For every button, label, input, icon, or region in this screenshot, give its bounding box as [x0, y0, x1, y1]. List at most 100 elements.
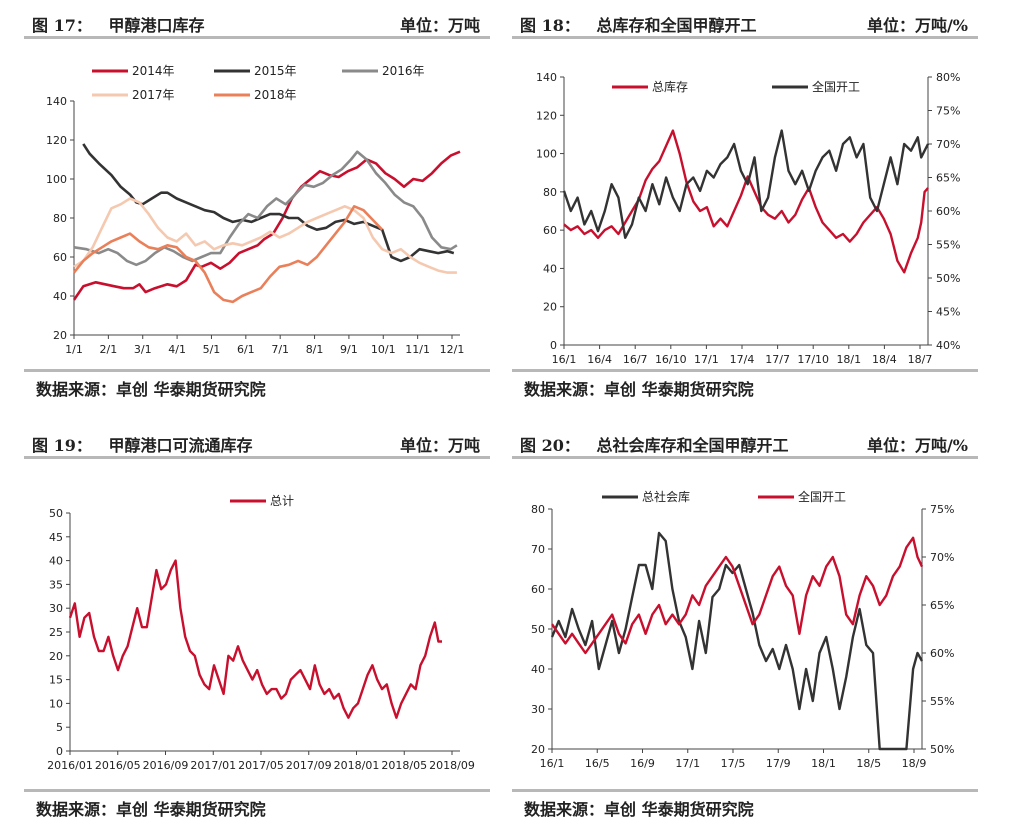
y-tick-label: 140	[46, 95, 67, 108]
y2-tick-label: 55%	[930, 695, 954, 708]
series-line	[551, 536, 924, 655]
x-tick-label: 17/1	[694, 353, 719, 366]
y2-tick-label: 60%	[930, 647, 954, 660]
y-tick-label: 60	[531, 583, 545, 596]
x-tick-label: 2016/05	[95, 759, 141, 772]
source-text: 数据来源：卓创 华泰期货研究院	[36, 380, 266, 399]
panel-unit: 单位：万吨	[399, 16, 480, 35]
x-tick-label: 17/9	[766, 757, 791, 770]
x-tick-label: 11/1	[405, 343, 430, 356]
source-line: 数据来源：卓创 华泰期货研究院	[512, 369, 978, 400]
x-tick-label: 2016/01	[47, 759, 93, 772]
legend-label: 2018年	[254, 88, 297, 102]
x-tick-label: 16/10	[655, 353, 687, 366]
y-tick-label: 80	[543, 186, 557, 199]
chart-panel-18: 图 18： 总库存和全国甲醇开工 单位：万吨/% 0 20 40 60 80 100 120…	[512, 6, 978, 400]
y-tick-label: 40	[543, 262, 557, 275]
legend-label: 总计	[270, 494, 294, 508]
y-tick-label: 120	[46, 134, 67, 147]
panel-unit: 单位：万吨/%	[866, 436, 968, 455]
legend-label: 2016年	[382, 64, 425, 78]
y2-tick-label: 45%	[936, 306, 960, 319]
x-tick-label: 16/5	[585, 757, 610, 770]
y2-tick-label: 65%	[936, 172, 960, 185]
y-tick-label: 5	[56, 721, 63, 734]
chart-panel-17: 图 17： 甲醇港口库存 单位：万吨 20 40 60 80 100 120 140 1/1 2…	[24, 6, 490, 400]
y-tick-label: 60	[543, 224, 557, 237]
series-line	[562, 129, 930, 239]
source-line: 数据来源：卓创 华泰期货研究院	[24, 369, 490, 400]
series-line	[72, 205, 384, 304]
series-line	[72, 150, 461, 301]
panel-title: 图 17： 甲醇港口库存	[32, 16, 205, 35]
x-tick-label: 18/1	[811, 757, 836, 770]
y-tick-label: 70	[531, 543, 545, 556]
x-tick-label: 16/1	[552, 353, 577, 366]
panel-header: 图 19： 甲醇港口可流通库存 单位：万吨	[24, 426, 490, 459]
x-tick-label: 5/1	[203, 343, 221, 356]
x-tick-label: 17/1	[675, 757, 700, 770]
y-tick-label: 15	[49, 674, 63, 687]
y-tick-label: 40	[531, 663, 545, 676]
panel-header: 图 18： 总库存和全国甲醇开工 单位：万吨/%	[512, 6, 978, 39]
y-tick-label: 80	[53, 212, 67, 225]
panel-title: 图 18： 总库存和全国甲醇开工	[520, 16, 757, 35]
x-tick-label: 2/1	[100, 343, 118, 356]
legend-label: 2015年	[254, 64, 297, 78]
legend-label: 全国开工	[812, 79, 860, 94]
series-line	[68, 559, 442, 719]
source-text: 数据来源：卓创 华泰期货研究院	[524, 380, 754, 399]
panel-header: 图 17： 甲醇港口库存 单位：万吨	[24, 6, 490, 39]
y-tick-label: 50	[49, 507, 63, 520]
x-tick-label: 2016/09	[143, 759, 189, 772]
y-tick-label: 0	[56, 745, 63, 758]
x-tick-label: 16/9	[630, 757, 655, 770]
y2-tick-label: 75%	[930, 503, 954, 516]
source-line: 数据来源：卓创 华泰期货研究院	[512, 789, 978, 820]
y-tick-label: 20	[53, 329, 67, 342]
x-tick-label: 2018/01	[334, 759, 380, 772]
y-tick-label: 20	[543, 301, 557, 314]
panel-unit: 单位：万吨/%	[866, 16, 968, 35]
legend-label: 2017年	[132, 88, 175, 102]
y-tick-label: 25	[49, 626, 63, 639]
chart-panel-20: 图 20： 总社会库存和全国甲醇开工 单位：万吨/% 20 30 40 50 60 70 8…	[512, 426, 978, 820]
x-tick-label: 2018/09	[429, 759, 475, 772]
x-tick-label: 17/4	[730, 353, 755, 366]
y-tick-label: 40	[53, 290, 67, 303]
x-tick-label: 18/9	[902, 757, 927, 770]
panel-title: 图 19： 甲醇港口可流通库存	[32, 436, 253, 455]
x-tick-label: 18/5	[856, 757, 881, 770]
x-tick-label: 16/1	[540, 757, 565, 770]
y2-tick-label: 80%	[936, 71, 960, 84]
y-tick-label: 30	[49, 602, 63, 615]
source-text: 数据来源：卓创 华泰期货研究院	[36, 800, 266, 819]
y2-tick-label: 55%	[936, 239, 960, 252]
y2-tick-label: 75%	[936, 105, 960, 118]
x-tick-label: 18/7	[908, 353, 933, 366]
y-tick-label: 20	[49, 650, 63, 663]
line-chart-social-inventory-operating-rate: 20 30 40 50 60 70 80 50% 55% 60% 65% 70% 75% 16/1 16/5…	[531, 489, 954, 770]
legend-label: 全国开工	[798, 489, 846, 504]
panel-unit: 单位：万吨	[399, 436, 480, 455]
x-tick-label: 9/1	[340, 343, 358, 356]
series-line	[73, 197, 457, 274]
y-tick-label: 20	[531, 743, 545, 756]
x-tick-label: 7/1	[271, 343, 289, 356]
y-tick-label: 140	[536, 71, 557, 84]
y-tick-label: 100	[536, 148, 557, 161]
legend-label: 2014年	[132, 64, 175, 78]
x-tick-label: 1/1	[65, 343, 83, 356]
x-tick-label: 18/1	[836, 353, 861, 366]
x-tick-label: 2017/01	[190, 759, 236, 772]
x-tick-label: 3/1	[134, 343, 152, 356]
y2-tick-label: 60%	[936, 205, 960, 218]
x-tick-label: 12/1	[440, 343, 465, 356]
x-tick-label: 8/1	[306, 343, 324, 356]
legend-label: 总库存	[652, 79, 688, 94]
y-tick-label: 50	[531, 623, 545, 636]
legend-label: 总社会库	[642, 489, 690, 504]
series-line	[550, 531, 924, 751]
y-tick-label: 45	[49, 531, 63, 544]
x-tick-label: 2017/09	[286, 759, 332, 772]
